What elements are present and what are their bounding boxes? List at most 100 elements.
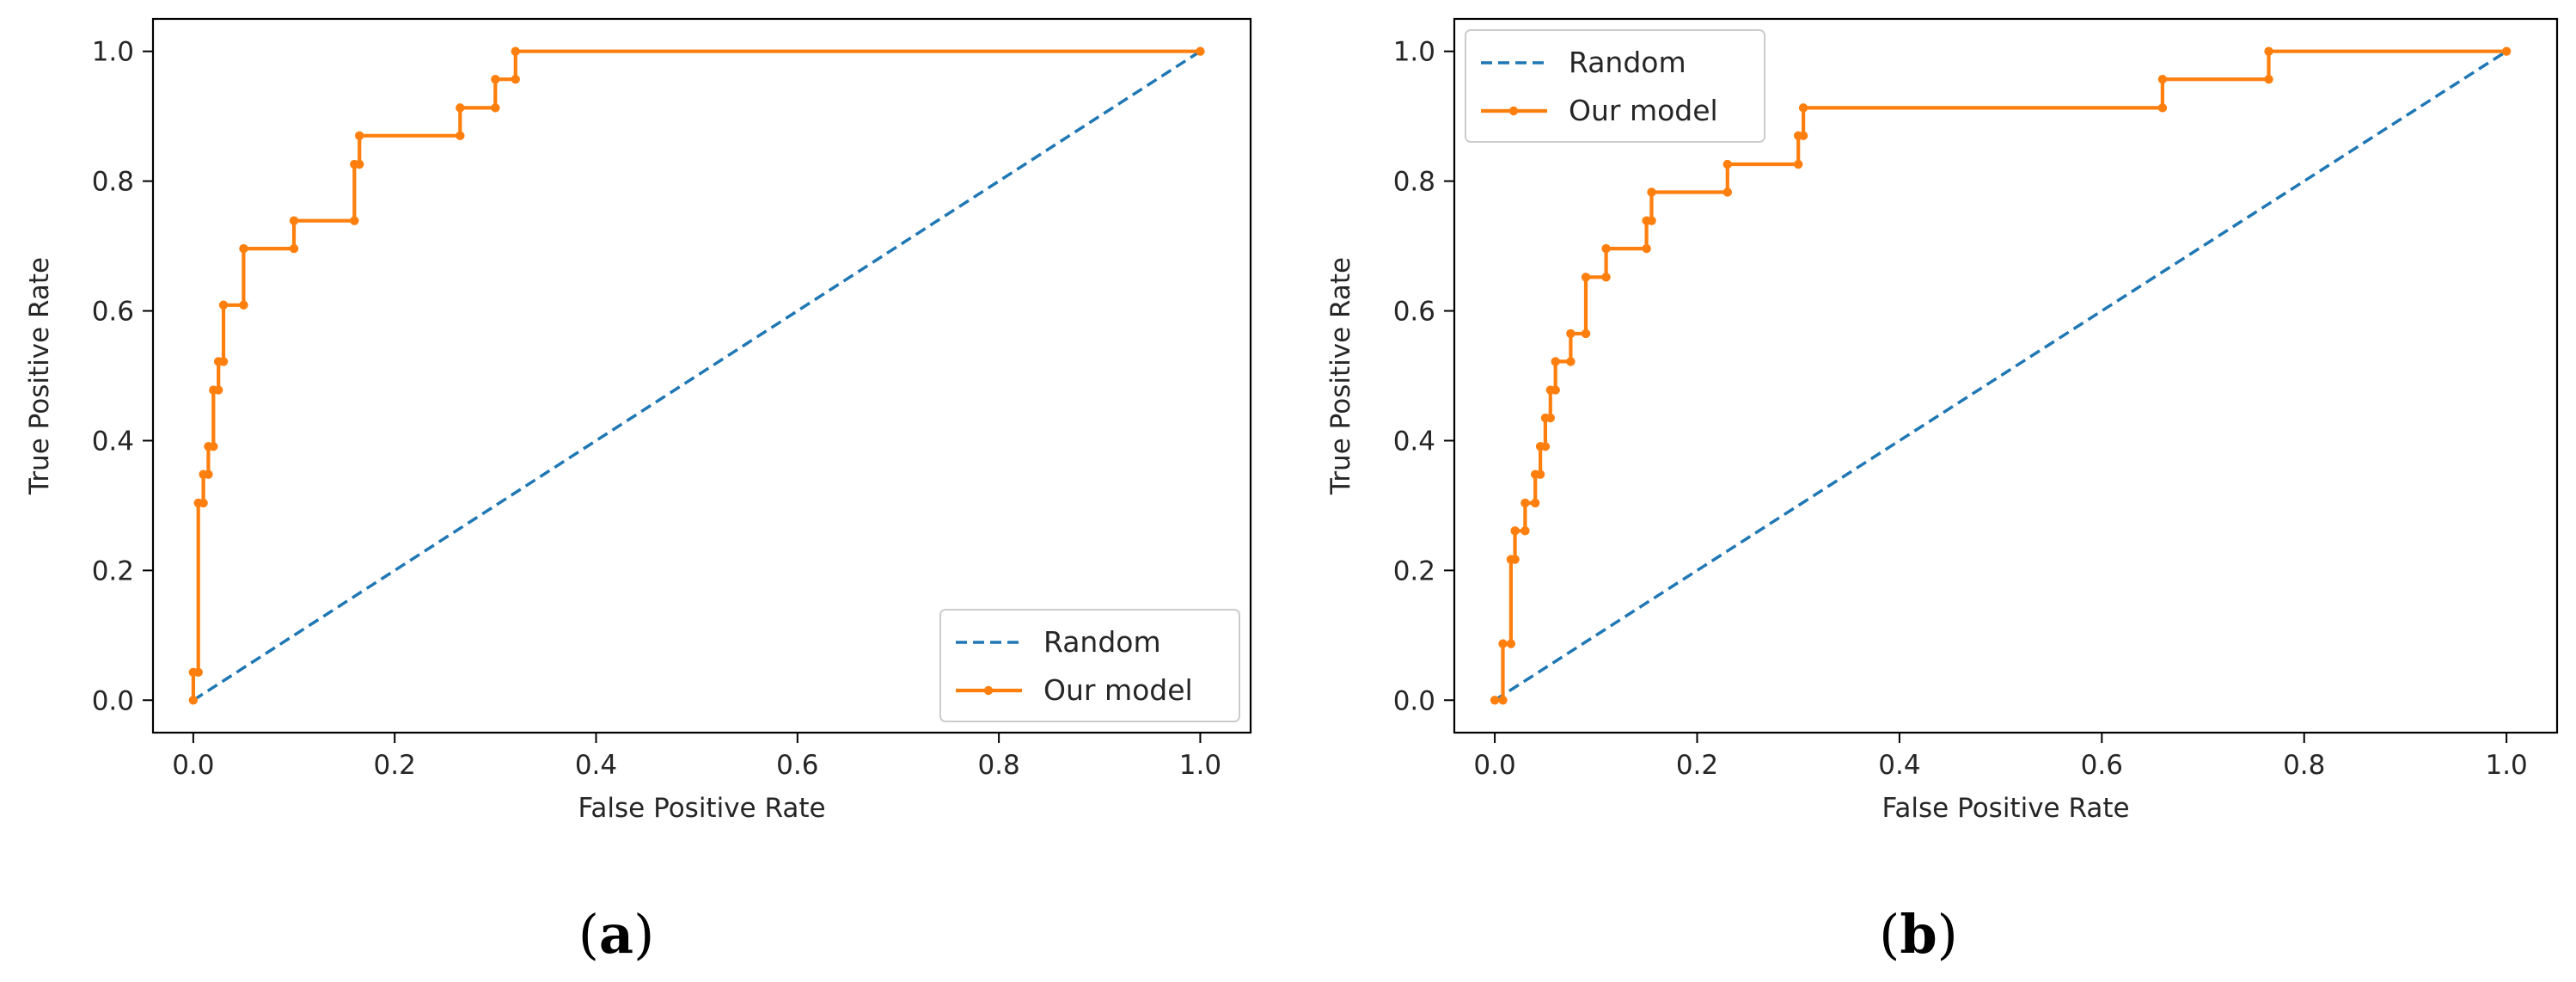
caption-letter: a (599, 903, 633, 966)
series-point-our-model (213, 385, 223, 395)
y-axis-title: True Positive Rate (24, 257, 55, 495)
series-point-our-model (1601, 273, 1611, 282)
x-tick-label: 1.0 (1179, 750, 1221, 781)
y-tick-label: 0.2 (92, 555, 134, 586)
series-point-our-model (456, 131, 465, 141)
x-tick-label: 0.6 (776, 750, 818, 781)
x-axis-title: False Positive Rate (1882, 793, 2129, 824)
series-point-our-model (289, 216, 299, 225)
series-point-our-model (2264, 74, 2273, 84)
series-point-our-model (2501, 46, 2512, 56)
series-point-our-model (350, 216, 359, 225)
series-point-our-model (2157, 103, 2168, 113)
series-point-our-model (218, 357, 229, 366)
series-point-our-model (1566, 357, 1576, 366)
chart-panel-a: 0.0 0.2 0.4 0.6 0.8 1.0 0.0 0.2 0.4 0.6 0.8 1.0 Fals… (24, 17, 1252, 966)
series-point-our-model (354, 131, 364, 141)
series-point-our-model (1566, 328, 1576, 339)
legend: Random Our model (1465, 29, 1765, 143)
y-tick-label: 0.8 (1393, 167, 1435, 198)
y-tick-label: 0.2 (1393, 555, 1435, 586)
series-point-our-model (193, 667, 203, 678)
series-point-our-model (1722, 187, 1733, 197)
caption-close: ) (1937, 903, 1958, 966)
caption-close: ) (633, 903, 654, 966)
series-point-our-model (491, 103, 500, 113)
series-point-our-model (1647, 216, 1656, 225)
x-axis-title: False Positive Rate (578, 793, 825, 824)
series-point-our-model (1601, 243, 1611, 254)
caption-letter: b (1900, 903, 1937, 966)
plot-area-frame (151, 17, 1252, 734)
series-point-our-model (239, 243, 248, 254)
caption-open: ( (578, 903, 599, 966)
series-point-our-model (1642, 243, 1651, 254)
x-tick-label: 1.0 (2485, 750, 2527, 781)
series-point-our-model (1798, 103, 1808, 113)
series-point-our-model (354, 159, 364, 169)
series-point-our-model (2157, 74, 2168, 84)
series-point-our-model (1794, 159, 1803, 169)
series-line-random (1494, 50, 2508, 702)
series-point-our-model (1510, 555, 1520, 564)
series-point-our-model (1722, 159, 1733, 169)
plot-area-frame (1453, 17, 2559, 734)
y-tick-label: 0.4 (92, 426, 134, 457)
y-tick-label: 1.0 (1393, 37, 1435, 68)
series-point-our-model (1521, 526, 1530, 536)
series-point-our-model (1551, 385, 1560, 395)
x-tick-label: 0.2 (1676, 750, 1718, 781)
legend-swatch-marker (983, 685, 994, 696)
y-tick-label: 0.4 (1393, 426, 1435, 457)
series-point-our-model (1551, 357, 1560, 366)
y-tick-label: 0.6 (1393, 297, 1435, 328)
series-point-our-model (1530, 498, 1540, 508)
legend-swatch-marker (1508, 106, 1519, 116)
y-tick-label: 0.0 (1393, 685, 1435, 716)
y-tick-label: 0.6 (92, 297, 134, 328)
series-point-our-model (199, 498, 208, 508)
legend-label: Random (1043, 625, 1161, 659)
x-tick-label: 0.8 (2283, 750, 2325, 781)
x-tick-label: 0.0 (1473, 750, 1515, 781)
series-point-our-model (209, 442, 218, 451)
series-point-our-model (218, 300, 229, 310)
series-point-our-model (1581, 328, 1591, 339)
series-point-our-model (1647, 187, 1656, 197)
series-point-our-model (289, 243, 299, 254)
legend-label: Random (1569, 46, 1686, 79)
x-tick-label: 0.4 (1878, 750, 1920, 781)
series-point-our-model (1498, 639, 1508, 648)
legend-label: Our model (1043, 673, 1193, 707)
series-point-our-model (1196, 46, 1205, 56)
series-point-our-model (511, 46, 520, 56)
series-point-our-model (1490, 696, 1500, 705)
series-point-our-model (239, 300, 248, 310)
series-point-our-model (188, 696, 199, 705)
legend-label: Our model (1569, 94, 1718, 127)
series-point-our-model (491, 74, 500, 84)
panel-caption: (a) (578, 903, 655, 966)
panel-caption: (b) (1879, 903, 1958, 966)
caption-open: ( (1879, 903, 1900, 966)
series-point-our-model (1510, 526, 1520, 536)
series-point-our-model (1540, 442, 1551, 451)
y-tick-label: 0.0 (92, 685, 134, 716)
series-point-our-model (1535, 470, 1545, 479)
series-point-our-model (1521, 498, 1530, 508)
x-tick-label: 0.0 (172, 750, 214, 781)
x-tick-label: 0.6 (2081, 750, 2123, 781)
series-point-our-model (511, 74, 520, 84)
series-line-random (192, 50, 1202, 702)
series-point-our-model (1498, 696, 1508, 705)
series-point-our-model (1798, 131, 1808, 141)
x-tick-label: 0.4 (575, 750, 617, 781)
y-tick-label: 1.0 (92, 37, 134, 68)
x-tick-label: 0.2 (374, 750, 416, 781)
series-point-our-model (456, 103, 465, 113)
series-point-our-model (1506, 639, 1516, 648)
series-group (188, 46, 1205, 705)
y-tick-label: 0.8 (92, 167, 134, 198)
legend: Random Our model (939, 609, 1240, 722)
